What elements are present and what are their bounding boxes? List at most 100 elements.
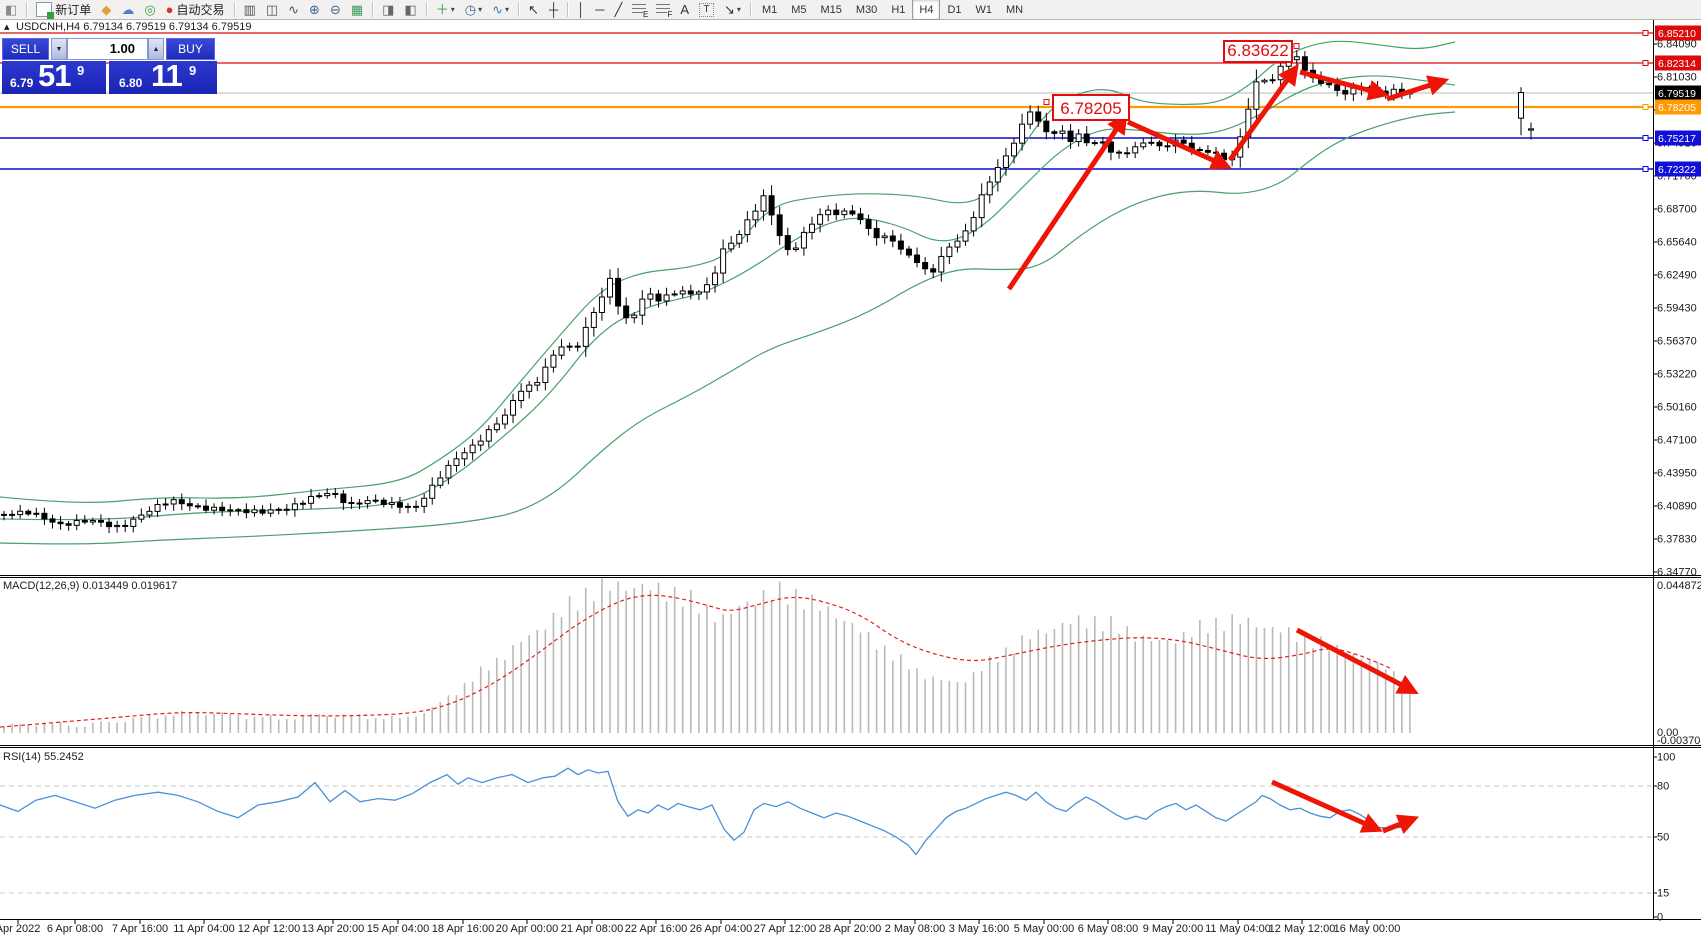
line-chart-type-icon[interactable]: ∿ xyxy=(284,0,303,19)
new-order-button[interactable]: 新订单 xyxy=(32,0,95,19)
auto-scroll-icon[interactable]: ◨ xyxy=(378,0,398,19)
svg-text:6.34770: 6.34770 xyxy=(1657,567,1697,579)
rsi-panel xyxy=(0,767,1653,894)
text-tool-icon[interactable]: A xyxy=(676,0,693,19)
navigator-icon: ◆ xyxy=(101,2,112,17)
svg-text:50: 50 xyxy=(1657,832,1669,844)
timeframe-button-m5[interactable]: M5 xyxy=(791,3,807,16)
trend-arrow-annotations[interactable]: 6.78205 6.83622 xyxy=(1006,40,1450,835)
cursor-icon[interactable]: ↖ xyxy=(524,0,543,19)
timeframe-button-d1[interactable]: D1 xyxy=(947,3,962,16)
svg-text:18 Apr 16:00: 18 Apr 16:00 xyxy=(432,923,494,935)
fibo-retracement-icon: E xyxy=(632,4,649,19)
timeframe-button-h4[interactable]: H4 xyxy=(912,0,941,20)
template-icon[interactable]: ∿ ▾ xyxy=(488,0,513,19)
svg-text:6.40890: 6.40890 xyxy=(1657,501,1697,513)
vertical-line-icon[interactable]: │ xyxy=(573,0,589,19)
svg-text:3 May 16:00: 3 May 16:00 xyxy=(949,923,1010,935)
fibo-fan-icon: F xyxy=(656,4,673,19)
timeframe-button-mn[interactable]: MN xyxy=(1006,3,1024,16)
volume-decrease-button[interactable]: ▼ xyxy=(51,38,67,60)
add-indicator-icon[interactable]: ＋ ▾ xyxy=(432,0,459,19)
volume-input[interactable]: 1.00 xyxy=(67,38,148,60)
chart-shift-icon[interactable]: ◧ xyxy=(400,0,420,19)
svg-text:6.75217: 6.75217 xyxy=(1658,133,1696,145)
tile-windows-icon[interactable]: ▦ xyxy=(347,0,367,19)
svg-text:6.78205: 6.78205 xyxy=(1060,99,1121,118)
svg-text:Apr 2022: Apr 2022 xyxy=(0,923,40,935)
period-icon: ◷ xyxy=(464,2,477,17)
text-label-tool-icon[interactable]: T xyxy=(695,0,718,19)
svg-text:100: 100 xyxy=(1657,752,1675,764)
trendline-icon[interactable]: ╱ xyxy=(611,0,627,19)
horizontal-line-icon[interactable]: ─ xyxy=(591,0,608,19)
text-labels: USDCNH,H4 6.79134 6.79519 6.79134 6.7951… xyxy=(3,21,251,763)
svg-text:20 Apr 00:00: 20 Apr 00:00 xyxy=(496,923,558,935)
dropdown-arrow-icon[interactable]: ▾ xyxy=(450,5,455,14)
auto-trading-button[interactable]: ● 自动交易 xyxy=(165,2,225,17)
fibo-fan-icon[interactable]: F xyxy=(652,0,674,19)
signals-icon: ◎ xyxy=(144,2,156,17)
candlestick-chart-type-icon[interactable]: ◫ xyxy=(262,0,282,19)
auto-scroll-icon: ◨ xyxy=(382,2,395,17)
market-watch-icon[interactable]: ☁ xyxy=(117,0,138,19)
svg-text:28 Apr 20:00: 28 Apr 20:00 xyxy=(819,923,881,935)
period-icon[interactable]: ◷ ▾ xyxy=(461,0,486,19)
svg-text:80: 80 xyxy=(1657,781,1669,793)
signals-icon[interactable]: ◎ xyxy=(140,0,159,19)
navigator-icon[interactable]: ◆ xyxy=(97,0,115,19)
buy-price-display[interactable]: 6.80 11 9 xyxy=(109,58,217,94)
buy-price-point: 9 xyxy=(189,63,197,78)
svg-text:2 May 08:00: 2 May 08:00 xyxy=(885,923,946,935)
timeframe-button-w1[interactable]: W1 xyxy=(975,3,993,16)
svg-text:27 Apr 12:00: 27 Apr 12:00 xyxy=(754,923,816,935)
svg-text:6.79519: 6.79519 xyxy=(1658,88,1696,100)
sell-price-display[interactable]: 6.79 51 9 xyxy=(2,58,106,94)
timeframe-button-m1[interactable]: M1 xyxy=(761,3,778,16)
crosshair-icon: ┼ xyxy=(548,2,559,17)
svg-text:26 Apr 04:00: 26 Apr 04:00 xyxy=(690,923,752,935)
arrows-tool-icon: ↘ xyxy=(724,2,735,17)
tile-windows-icon: ▦ xyxy=(350,2,364,17)
docked-panel-icon[interactable]: ◧ xyxy=(1,0,21,19)
volume-increase-button[interactable]: ▲ xyxy=(148,38,164,60)
svg-text:6.84090: 6.84090 xyxy=(1657,39,1697,51)
buy-button[interactable]: BUY xyxy=(166,38,215,60)
svg-text:6.82314: 6.82314 xyxy=(1658,58,1696,70)
horizontal-price-lines[interactable] xyxy=(0,30,1653,172)
svg-text:6 May 08:00: 6 May 08:00 xyxy=(1078,923,1139,935)
svg-text:6.37830: 6.37830 xyxy=(1657,534,1697,546)
svg-text:6.85210: 6.85210 xyxy=(1658,28,1696,40)
timeframe-button-m15[interactable]: M15 xyxy=(820,3,842,16)
price-axis[interactable]: 6.840906.810306.779706.749106.717606.687… xyxy=(1653,25,1701,924)
svg-text:6.78205: 6.78205 xyxy=(1658,102,1696,114)
main-toolbar: ◧ 新订单 ◆ ☁ ◎ ● 自动交易 ▥ ◫ ∿ ⊕ ⊖ ▦ ◨ ◧ ＋ ▾ ◷ ▾ ∿ ▾ ↖ ┼ │ ─ ╱ E F A T ↘ ▾ M1 M… xyxy=(0,0,1701,20)
timeframe-button-m30[interactable]: M30 xyxy=(855,3,878,16)
macd-panel xyxy=(0,578,1411,733)
arrows-tool-icon[interactable]: ↘ ▾ xyxy=(720,0,745,19)
zoom-in-icon[interactable]: ⊕ xyxy=(305,0,324,19)
svg-text:6.43950: 6.43950 xyxy=(1657,468,1697,480)
svg-text:6.72322: 6.72322 xyxy=(1658,164,1696,176)
bar-chart-type-icon[interactable]: ▥ xyxy=(240,0,260,19)
text-label-tool-icon: T xyxy=(699,2,715,17)
sell-button[interactable]: SELL xyxy=(2,38,49,60)
dropdown-arrow-icon[interactable]: ▾ xyxy=(736,5,741,14)
svg-text:6.56370: 6.56370 xyxy=(1657,336,1697,348)
add-indicator-icon: ＋ xyxy=(435,2,449,17)
timeframe-button-h1[interactable]: H1 xyxy=(891,3,906,16)
svg-text:22 Apr 16:00: 22 Apr 16:00 xyxy=(625,923,687,935)
zoom-out-icon[interactable]: ⊖ xyxy=(326,0,345,19)
dropdown-arrow-icon[interactable]: ▾ xyxy=(505,5,510,14)
time-axis[interactable]: Apr 2022 6 Apr 08:00 7 Apr 16:00 11 Apr 04:… xyxy=(0,920,1400,935)
dropdown-arrow-icon[interactable]: ▾ xyxy=(478,5,483,14)
buy-price-pips: 11 xyxy=(151,58,183,93)
toolbar-separator xyxy=(233,2,235,17)
buy-price-major: 6.80 xyxy=(119,76,143,90)
crosshair-icon[interactable]: ┼ xyxy=(545,0,562,19)
fibo-retracement-icon[interactable]: E xyxy=(628,0,650,19)
svg-text:RSI(14) 55.2452: RSI(14) 55.2452 xyxy=(3,751,84,763)
svg-text:13 Apr 20:00: 13 Apr 20:00 xyxy=(302,923,364,935)
svg-text:9 May 20:00: 9 May 20:00 xyxy=(1143,923,1204,935)
